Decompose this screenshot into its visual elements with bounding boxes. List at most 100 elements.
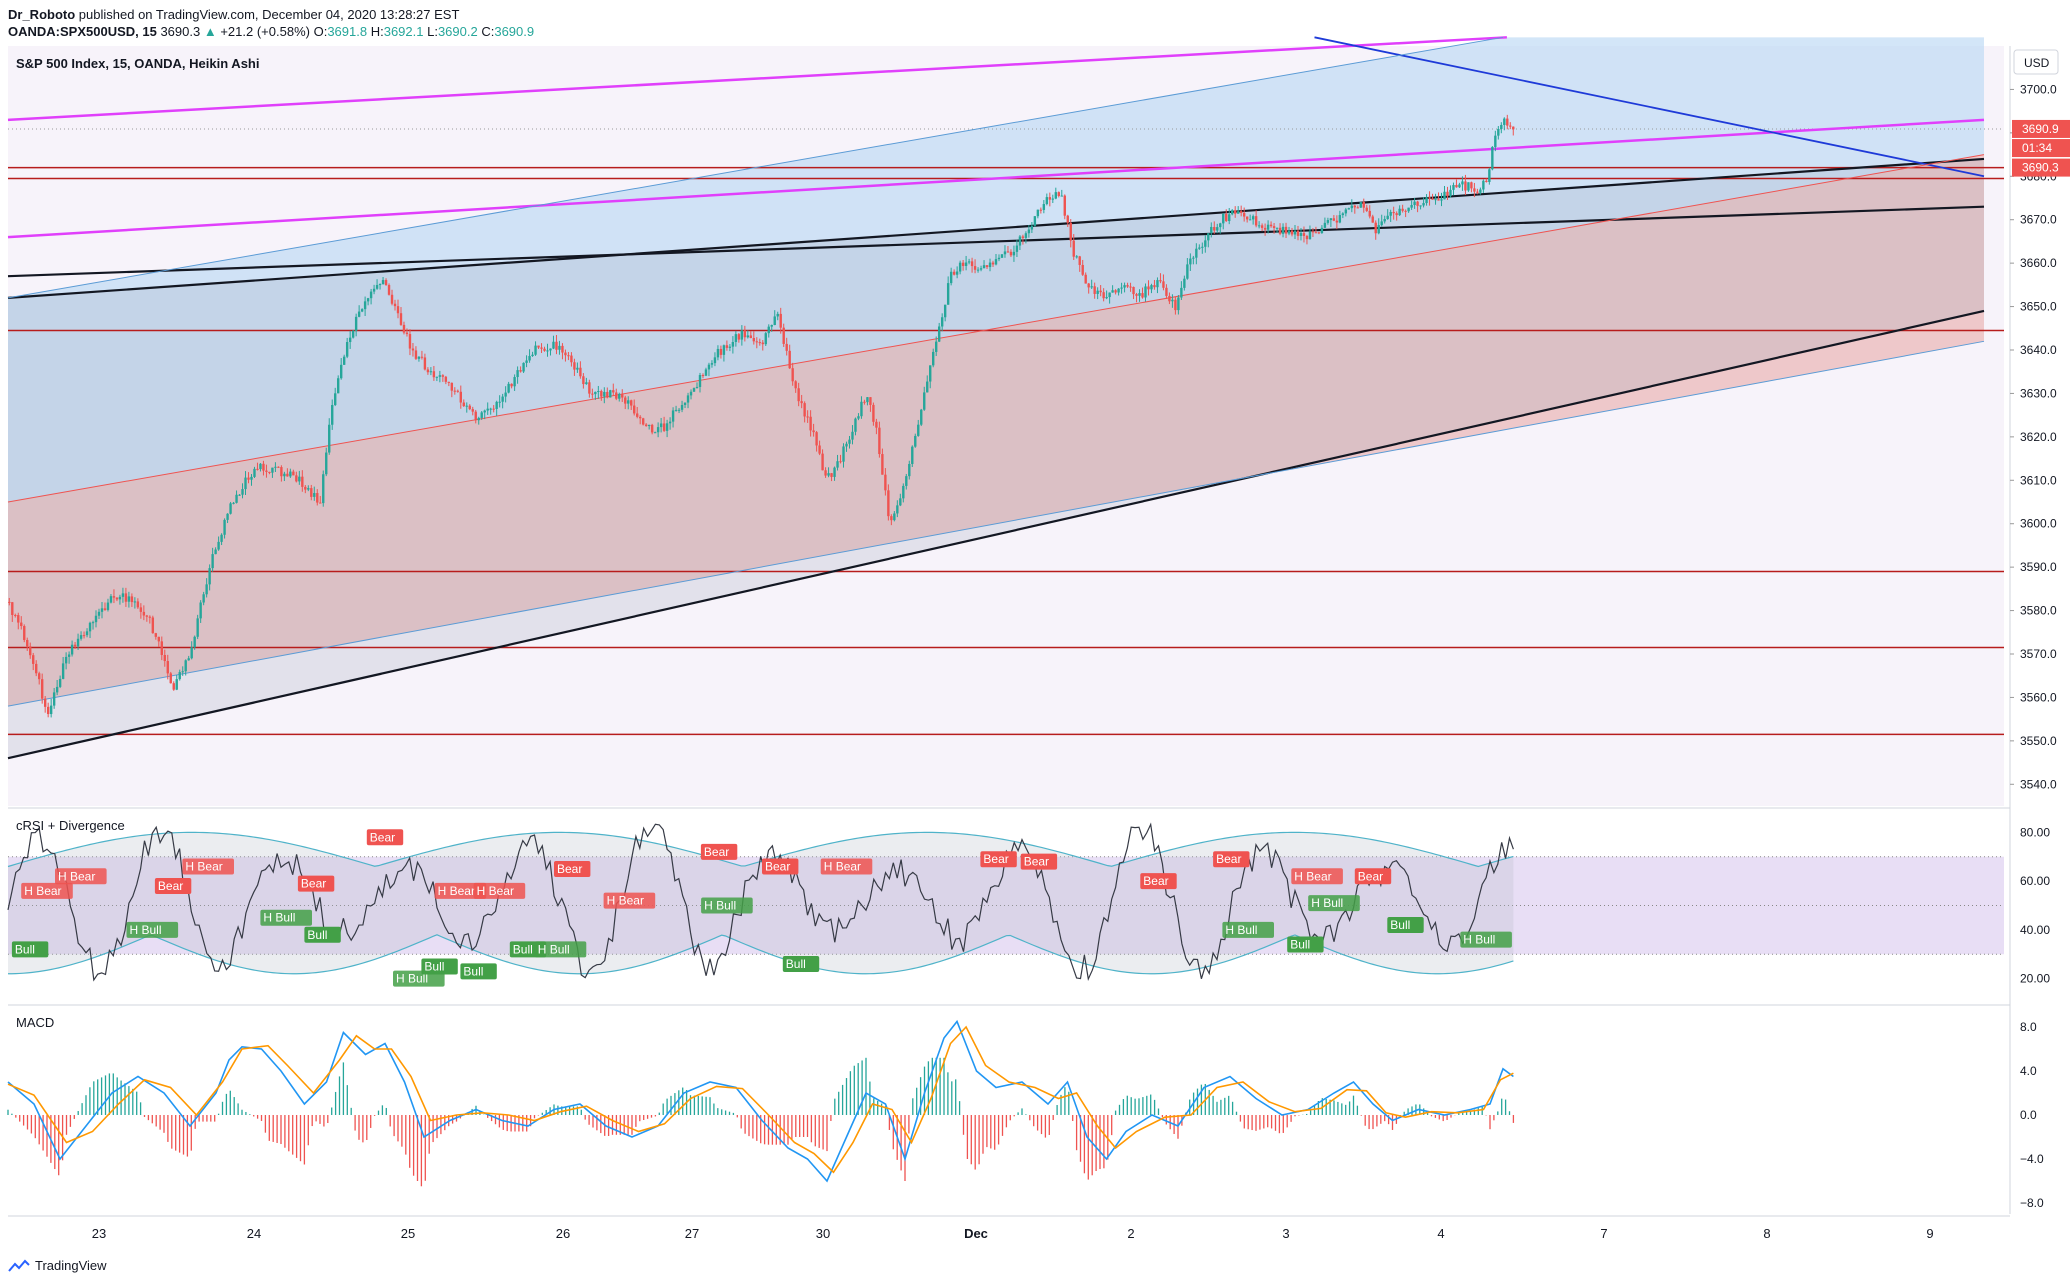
candle-body bbox=[618, 393, 621, 399]
candle-body bbox=[1099, 290, 1102, 293]
crsi-lower-band bbox=[7, 934, 1514, 975]
candle-body bbox=[890, 516, 893, 521]
divergence-bear-label: Bear bbox=[762, 858, 799, 875]
candle-body bbox=[405, 332, 409, 335]
candle-body bbox=[292, 471, 295, 476]
candle-body bbox=[1368, 210, 1371, 217]
candle-body bbox=[1063, 195, 1066, 216]
divergence-bull-label: H Bull bbox=[701, 897, 753, 914]
candle-body bbox=[1338, 215, 1342, 223]
label-bg bbox=[126, 921, 179, 938]
candle-body bbox=[1075, 256, 1078, 258]
candle-body bbox=[510, 383, 513, 387]
candle-body bbox=[1168, 295, 1171, 302]
candle-body bbox=[76, 638, 80, 647]
candle-body bbox=[414, 350, 418, 359]
high-label: H: bbox=[370, 24, 384, 39]
trendline-blue-descending bbox=[1314, 36, 1985, 178]
candle-body bbox=[940, 317, 944, 327]
candle-body bbox=[839, 461, 842, 463]
price-pane[interactable]: S&P 500 Index, 15, OANDA, Heikin Ashi bbox=[7, 36, 2004, 806]
candle-body bbox=[991, 262, 995, 265]
macd-tick-label: −8.0 bbox=[2020, 1196, 2044, 1210]
candle-body bbox=[779, 313, 782, 328]
candle-body bbox=[1042, 204, 1046, 210]
crsi-pane[interactable]: Bear Bear Bear Bear Bear Bear Bear Bear Bear Bear… bbox=[7, 807, 2010, 987]
crsi-line bbox=[7, 822, 1514, 982]
price-tick-label: 3540.0 bbox=[2020, 777, 2057, 791]
candle-body bbox=[1365, 207, 1368, 211]
candle-body bbox=[914, 435, 917, 447]
label-bg bbox=[421, 958, 458, 975]
tradingview-brand[interactable]: TradingView bbox=[8, 1258, 107, 1273]
candle-body bbox=[363, 301, 367, 310]
candle-body bbox=[175, 679, 178, 690]
candle-body bbox=[1401, 208, 1404, 211]
author[interactable]: Dr_Roboto bbox=[8, 7, 76, 22]
candle-body bbox=[435, 376, 439, 378]
macd-tick-label: −4.0 bbox=[2020, 1152, 2044, 1166]
candle-body bbox=[1380, 221, 1383, 226]
macd-pane[interactable]: MACD bbox=[7, 1004, 2010, 1187]
candle-body bbox=[1096, 290, 1099, 294]
divergence-bear-label: Bear bbox=[1140, 873, 1177, 890]
high-value: 3692.1 bbox=[383, 24, 424, 39]
time-axis[interactable]: 23 24 25 26 27 30 Dec 2 3 4 7 8 9 bbox=[8, 1215, 2010, 1241]
candle-body bbox=[911, 446, 914, 464]
candle-body bbox=[214, 549, 217, 555]
candle-body bbox=[97, 611, 101, 616]
candle-body bbox=[1242, 212, 1246, 217]
candle-body bbox=[737, 334, 741, 340]
divergence-bear-label: Bear bbox=[1213, 851, 1250, 868]
candle-body bbox=[988, 262, 992, 268]
candle-body bbox=[1138, 293, 1141, 296]
candle-body bbox=[256, 468, 259, 470]
time-tick-label: 4 bbox=[1437, 1226, 1444, 1241]
candle-body bbox=[1162, 281, 1165, 288]
candle-body bbox=[1392, 211, 1395, 214]
trendline-black-upper bbox=[7, 205, 1985, 278]
candle-body bbox=[713, 357, 717, 364]
divergence-bear-label: H Bear bbox=[55, 868, 107, 885]
label-bg bbox=[603, 892, 656, 909]
divergence-bear-label: H Bear bbox=[603, 892, 656, 909]
candle-body bbox=[695, 386, 699, 389]
time-tick-label: 3 bbox=[1282, 1226, 1289, 1241]
label-bg bbox=[1213, 851, 1250, 868]
candle-body bbox=[725, 345, 729, 348]
candle-body bbox=[217, 541, 220, 550]
candle-body bbox=[1356, 207, 1359, 209]
candle-body bbox=[1503, 118, 1506, 125]
label-bg bbox=[534, 941, 587, 958]
label-text: H Bear bbox=[438, 884, 475, 898]
currency-button[interactable]: USD bbox=[2013, 49, 2059, 75]
candle-body bbox=[1284, 226, 1288, 234]
low-value: 3690.2 bbox=[437, 24, 478, 39]
candle-body bbox=[1024, 233, 1028, 238]
candle-body bbox=[952, 271, 956, 275]
divergence-bear-label: H Bear bbox=[1291, 868, 1343, 885]
open-value: 3691.8 bbox=[327, 24, 368, 39]
candle-body bbox=[893, 513, 896, 521]
label-text: H Bear bbox=[58, 869, 95, 883]
candle-body bbox=[674, 409, 678, 411]
candle-body bbox=[226, 513, 229, 520]
price-axis[interactable]: 3700.03690.03680.03670.03660.03650.03640… bbox=[2009, 46, 2070, 1214]
candle-body bbox=[1437, 199, 1440, 201]
signal-line bbox=[7, 1025, 1514, 1174]
candle-body bbox=[758, 342, 761, 344]
candle-body bbox=[1362, 202, 1365, 208]
candle-body bbox=[79, 635, 83, 639]
candle-body bbox=[537, 345, 540, 348]
candles bbox=[8, 114, 1515, 718]
candle-body bbox=[26, 639, 29, 647]
candle-body bbox=[1512, 126, 1515, 130]
candle-body bbox=[121, 593, 125, 597]
currency-button-bg[interactable] bbox=[2013, 49, 2059, 75]
candle-body bbox=[504, 392, 507, 397]
candle-body bbox=[444, 376, 448, 382]
candle-body bbox=[707, 364, 711, 370]
candle-body bbox=[857, 416, 860, 419]
candle-body bbox=[976, 269, 980, 271]
